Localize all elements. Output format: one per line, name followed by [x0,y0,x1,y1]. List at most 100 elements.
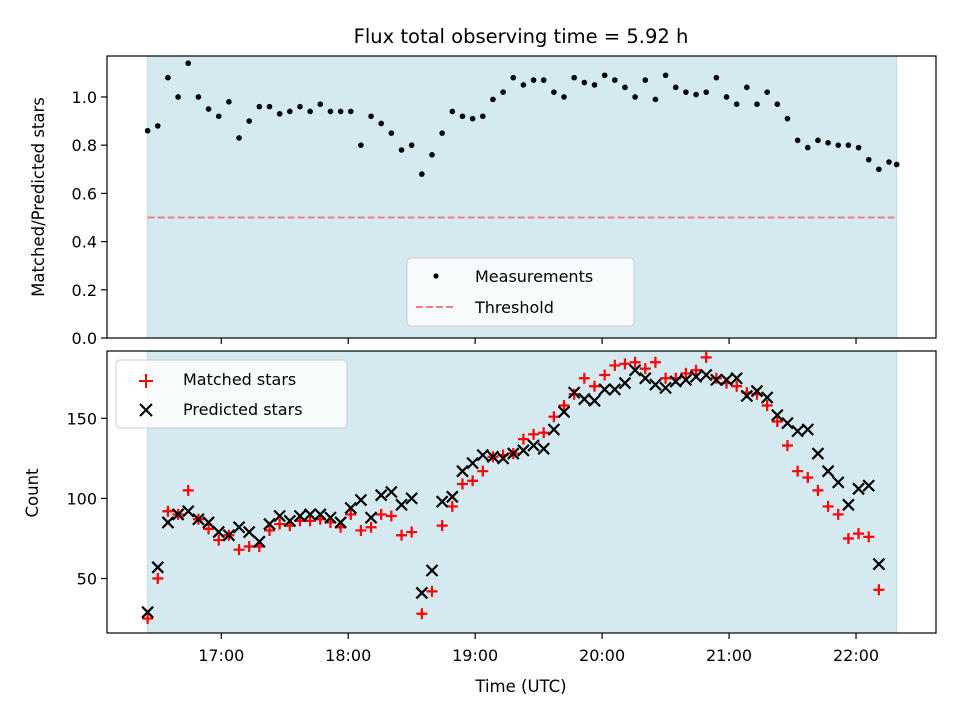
measurement-point [185,60,192,67]
measurement-point [744,84,750,91]
predicted-star-point [405,492,418,505]
measurement-point [652,96,659,103]
matched-star-point [548,411,560,423]
predicted-star-point [212,525,225,539]
predicted-star-point [486,450,500,464]
predicted-star-point [425,564,439,577]
predicted-star-point [750,384,764,398]
predicted-star-point [364,511,378,524]
measurement-point [510,74,517,81]
x-tick-label: 22:00 [833,646,879,665]
matched-star-point [274,518,286,530]
matched-star-point [233,544,245,556]
predicted-star-point [496,452,510,465]
measurement-point [469,115,476,122]
predicted-star-point [821,464,835,478]
measurement-point [449,108,456,115]
matched-star-point [853,528,865,540]
measurement-point [266,103,273,110]
matched-star-point [355,524,367,536]
predicted-star-point [517,444,530,457]
measurement-point [408,142,415,148]
measurement-point [622,84,628,91]
predicted-star-point [253,535,266,548]
ratio-legend: Measurements Threshold [406,257,635,327]
predicted-star-point [395,498,408,512]
legend-predicted-label: Predicted stars [183,400,303,419]
matched-star-point [761,399,773,411]
measurement-point [429,152,435,158]
predicted-star-point [151,561,165,574]
count-legend-box [115,359,348,429]
predicted-star-point [567,386,581,399]
measurement-point [642,77,649,83]
matched-star-point [710,372,722,384]
predicted-star-point [608,383,622,396]
y-tick-label: 100 [66,489,97,508]
x-tick-label: 19:00 [452,646,498,665]
matched-star-point [660,372,672,384]
x-axis-label: Time (UTC) [474,677,566,696]
matched-star-point [771,416,783,427]
predicted-star-point [831,476,845,489]
matched-star-point [832,508,844,520]
measurement-point [815,137,821,144]
x-tick-label: 18:00 [325,646,371,665]
y-tick-label: 50 [77,570,97,589]
predicted-star-point [242,525,256,539]
measurement-point [581,79,588,86]
matched-star-point [599,369,611,381]
predicted-star-point [293,509,307,523]
predicted-star-point [872,557,886,571]
predicted-star-point [649,378,662,391]
matched-star-point [406,526,418,538]
measurement-point [876,166,882,173]
measurement-point [591,82,598,88]
y-tick-label: 1.0 [72,88,97,107]
measurement-point [154,123,161,129]
matched-star-point [142,613,154,625]
predicted-star-point [730,371,743,385]
measurement-point [195,94,202,100]
matched-star-point [680,367,692,379]
measurement-point [215,113,222,120]
predicted-star-point [547,423,561,436]
predicted-star-point [781,416,794,430]
measurement-points [144,60,900,177]
measurement-point [672,84,679,91]
matched-star-point [588,380,600,392]
predicted-star-point [456,464,469,478]
legend-matched-label: Matched stars [183,370,296,389]
predicted-star-point [760,391,774,404]
measurement-point [693,91,699,98]
y-tick-label: 0.2 [72,281,97,300]
predicted-star-point [659,381,672,395]
predicted-star-point [710,373,723,387]
predicted-star-point [476,448,490,462]
measurement-point [530,77,537,83]
measurement-point [804,144,811,151]
measurement-point [398,147,405,153]
predicted-star-point [689,370,703,383]
matched-star-point [436,520,448,532]
measurement-point [845,142,852,148]
measurement-point [794,137,801,144]
measurement-point [327,108,334,115]
measurement-point [500,89,506,95]
matched-star-point [365,521,377,533]
matched-star-point [152,573,164,585]
matched-star-point [558,399,570,411]
matched-star-point [690,364,702,376]
measurement-point [886,159,892,165]
matched-star-point [416,608,428,620]
measurement-point [378,120,385,127]
matched-star-point [243,540,255,552]
predicted-star-point [852,482,865,496]
predicted-star-point [435,495,449,508]
measurement-point [165,74,171,81]
predicted-star-point [415,586,429,600]
y-tick-label: 0.6 [72,184,97,203]
matched-star-point [345,508,357,520]
predicted-star-point [862,479,875,492]
